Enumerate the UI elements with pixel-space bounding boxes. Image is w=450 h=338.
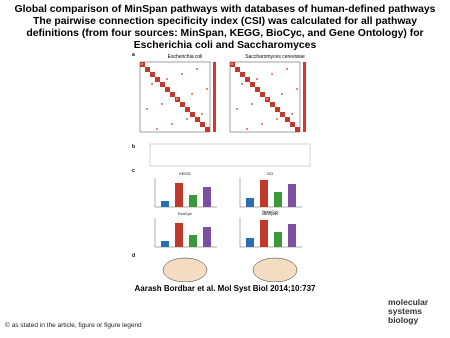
heat-cell [281,93,283,95]
decor-bar [274,232,282,247]
heat-cell [176,98,178,100]
panel-label: d [132,253,135,259]
decor-bar [189,235,197,247]
decor-bar [260,220,268,247]
logo-line: systems [388,306,423,316]
heat-cell [160,82,165,87]
heat-cell [280,112,285,117]
heat-cell [171,123,173,125]
bar-title: EcoCyc [178,211,192,216]
decor-bar [175,183,183,207]
decor-bar [260,180,268,207]
heat-cell [245,77,250,82]
heat-cell [200,122,205,127]
decor-bar [203,187,211,207]
heat-cell [246,128,248,130]
color-scale [303,62,306,132]
figure-label: Escherichia coli [168,54,203,60]
journal-logo: molecular systems biology [388,298,428,325]
heat-cell [166,78,168,80]
panel-label: a [132,52,135,58]
bar-title: GO [267,171,273,176]
logo-line: biology [388,315,419,325]
heat-cell [296,88,298,90]
heat-cell [190,112,195,117]
decor-bar [161,241,169,247]
heat-cell [250,82,255,87]
decor-bar [274,192,282,207]
decor-bar [246,238,254,247]
heat-cell [206,88,208,90]
heat-cell [285,117,290,122]
heat-cell [165,87,170,92]
heat-cell [170,92,175,97]
heat-cell [205,127,210,132]
panel-label: b [132,144,135,150]
heat-cell [291,113,293,115]
heat-cell [151,83,153,85]
heat-cell [251,103,253,105]
panel-label: c [132,168,135,174]
heat-cell [161,103,163,105]
heat-cell [261,123,263,125]
citation: Aarash Bordbar et al. Mol Syst Biol 2014… [134,284,316,293]
decor-bar [246,198,254,207]
heat-cell [255,87,260,92]
decor-bar [288,184,296,207]
heat-cell [146,108,148,110]
heat-cell [191,93,193,95]
heat-cell [266,98,268,100]
heat-cell [185,107,190,112]
heat-cell [201,113,203,115]
figure-label: Saccharomyces cerevisiae [245,54,305,60]
decor-bar [175,223,183,247]
heat-cell [241,83,243,85]
heat-cell [155,77,160,82]
heat-cell [295,127,300,132]
slide-title: Global comparison of MinSpan pathways wi… [14,4,436,51]
heat-cell [145,67,150,72]
bar-title: MinSpan [262,211,278,216]
heat-cell [286,68,288,70]
heat-cell [236,108,238,110]
heat-cell [231,63,233,65]
color-scale [213,62,216,132]
heat-cell [270,102,275,107]
decor-bar [189,195,197,207]
heat-cell [181,73,183,75]
decor-bar [288,224,296,247]
heat-cell [195,117,200,122]
heat-cell [180,102,185,107]
heat-cell [290,122,295,127]
heat-cell [196,68,198,70]
heat-cell [271,73,273,75]
footnote: © as stated in the article, figure or fi… [5,322,142,329]
heat-cell [235,67,240,72]
heat-cell [141,63,143,65]
logo-line: molecular [388,297,429,307]
heat-cell [150,72,155,77]
heat-cell [275,107,280,112]
heat-cell [256,78,258,80]
heat-cell [276,118,278,120]
heat-cell [260,92,265,97]
bar-title: KEGG [179,171,191,176]
bar-title: YeastCyc [262,209,279,214]
heat-cell [156,128,158,130]
figure: Escherichia coli Saccharomyces cerevisia… [130,50,330,282]
decor-bar [203,227,211,247]
heat-cell [186,118,188,120]
heat-cell [240,72,245,77]
decor-bar [161,201,169,207]
